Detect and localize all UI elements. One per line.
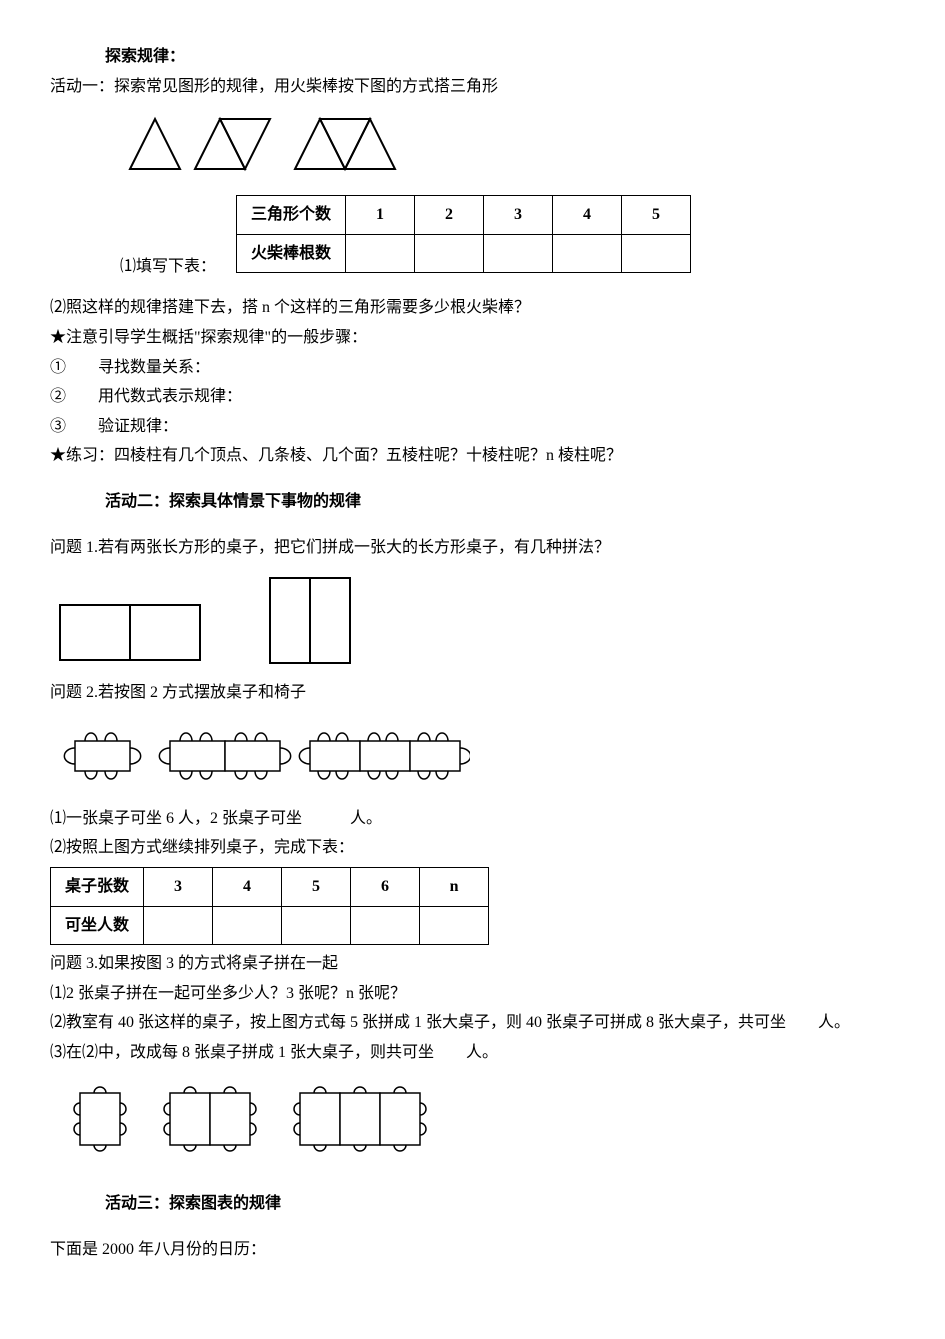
activity1-heading: 活动一：探索常见图形的规律，用火柴棒按下图的方式搭三角形 xyxy=(50,74,895,100)
table-cell: 3 xyxy=(144,867,213,906)
table-header: 三角形个数 xyxy=(237,196,346,235)
table-cell: 4 xyxy=(213,867,282,906)
table2-header: 桌子张数 xyxy=(51,867,144,906)
tables-chairs-fig3 xyxy=(50,1075,895,1165)
fill-table-label: ⑴填写下表： xyxy=(120,254,216,280)
table-cell xyxy=(420,906,489,945)
activity2-q2: 问题 2.若按图 2 方式摆放桌子和椅子 xyxy=(50,680,895,706)
activity1-step2: ② 用代数式表示规律： xyxy=(50,384,895,410)
tables-count-table: 桌子张数 3 4 5 6 n 可坐人数 xyxy=(50,867,489,945)
activity1-q2: ⑵照这样的规律搭建下去，搭 n 个这样的三角形需要多少根火柴棒？ xyxy=(50,295,895,321)
activity1-step3: ③ 验证规律： xyxy=(50,414,895,440)
table-cell: 3 xyxy=(484,196,553,235)
activity2-q3-sub3: ⑶在⑵中，改成每 8 张桌子拼成 1 张大桌子，则共可坐 人。 xyxy=(50,1040,895,1066)
table-cell xyxy=(346,234,415,273)
activity2-q2-sub2: ⑵按照上图方式继续排列桌子，完成下表： xyxy=(50,835,895,861)
activity2-q3: 问题 3.如果按图 3 的方式将桌子拼在一起 xyxy=(50,951,895,977)
table-row2-header: 火柴棒根数 xyxy=(237,234,346,273)
triangles-figure xyxy=(120,109,895,179)
table-cell: 2 xyxy=(415,196,484,235)
activity2-q1: 问题 1.若有两张长方形的桌子，把它们拼成一张大的长方形桌子，有几种拼法？ xyxy=(50,535,895,561)
table-cell xyxy=(144,906,213,945)
table-cell: 5 xyxy=(282,867,351,906)
triangle-table: 三角形个数 1 2 3 4 5 火柴棒根数 xyxy=(236,195,691,273)
activity3-line: 下面是 2000 年八月份的日历： xyxy=(50,1237,895,1263)
activity1-step1: ① 寻找数量关系： xyxy=(50,355,895,381)
table-cell xyxy=(622,234,691,273)
table-cell: 6 xyxy=(351,867,420,906)
activity1-table-row: ⑴填写下表： 三角形个数 1 2 3 4 5 火柴棒根数 xyxy=(120,189,895,279)
activity2-heading: 活动二：探索具体情景下事物的规律 xyxy=(105,489,895,515)
activity2-q3-sub2: ⑵教室有 40 张这样的桌子，按上图方式每 5 张拼成 1 张大桌子，则 40 … xyxy=(50,1010,895,1036)
table-cell: 4 xyxy=(553,196,622,235)
activity2-q2-sub1: ⑴一张桌子可坐 6 人，2 张桌子可坐 人。 xyxy=(50,806,895,832)
page-title: 探索规律： xyxy=(105,44,895,70)
table2-row2: 可坐人数 xyxy=(51,906,144,945)
activity2-q3-sub1: ⑴2 张桌子拼在一起可坐多少人？3 张呢？n 张呢？ xyxy=(50,981,895,1007)
table-cell xyxy=(415,234,484,273)
activity1-note: ★注意引导学生概括"探索规律"的一般步骤： xyxy=(50,325,895,351)
rectangles-figure xyxy=(50,570,895,670)
activity1-practice: ★练习：四棱柱有几个顶点、几条棱、几个面？五棱柱呢？十棱柱呢？n 棱柱呢？ xyxy=(50,443,895,469)
table-cell xyxy=(484,234,553,273)
table-cell: 5 xyxy=(622,196,691,235)
table-cell xyxy=(351,906,420,945)
table-cell: n xyxy=(420,867,489,906)
activity3-heading: 活动三：探索图表的规律 xyxy=(105,1191,895,1217)
table-cell xyxy=(213,906,282,945)
table-cell xyxy=(282,906,351,945)
table-cell: 1 xyxy=(346,196,415,235)
table-cell xyxy=(553,234,622,273)
tables-chairs-fig2 xyxy=(50,716,895,796)
